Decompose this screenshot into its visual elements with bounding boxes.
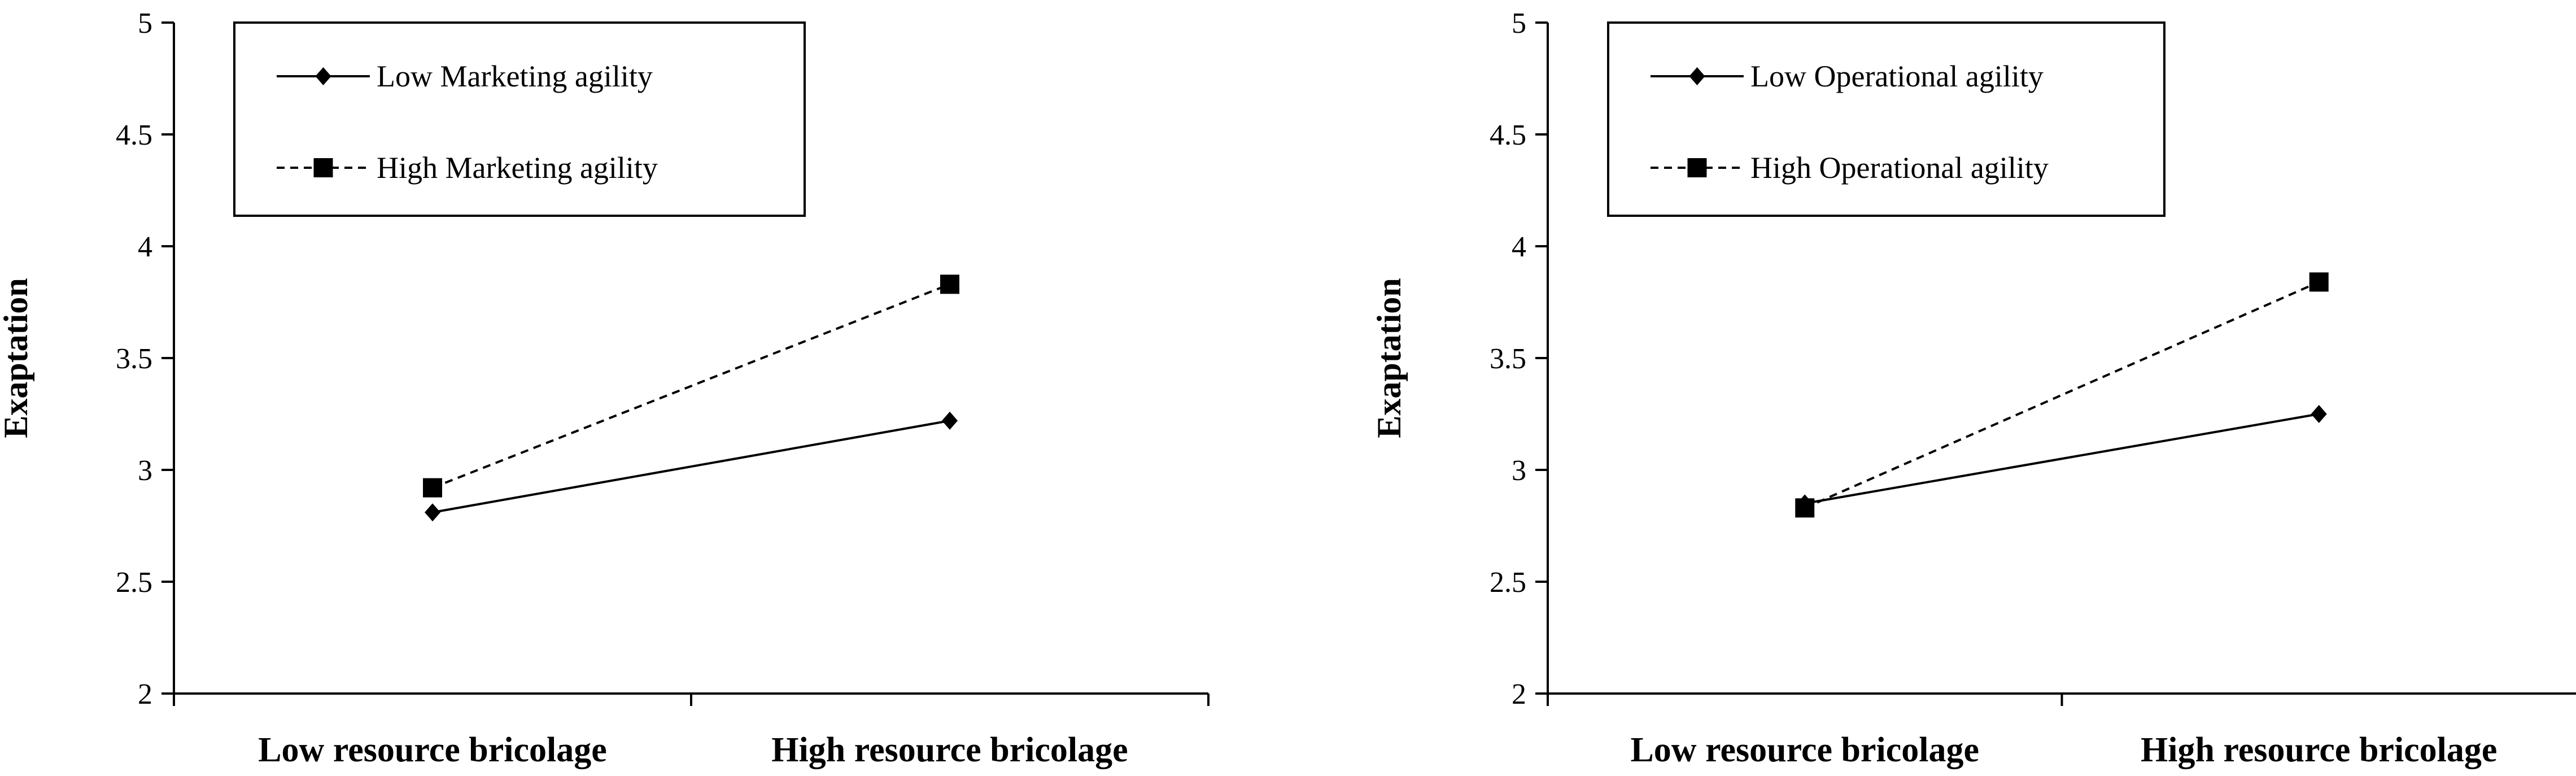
- series-line-1: [1804, 413, 2320, 505]
- y-axis-title: Exaptation: [0, 278, 34, 438]
- y-tick-label: 5: [138, 7, 152, 40]
- legend-marker: [1689, 67, 1705, 85]
- series-line-2: [432, 283, 950, 489]
- x-category-label: Low resource bricolage: [258, 731, 607, 769]
- x-category-label: High resource bricolage: [2141, 731, 2497, 769]
- x-category-label: Low resource bricolage: [1630, 731, 1979, 769]
- legend-marker: [315, 67, 331, 85]
- y-tick-label: 5: [1512, 7, 1526, 40]
- legend-marker: [1687, 158, 1707, 177]
- y-tick-label: 2: [138, 678, 152, 710]
- legend-marker: [313, 158, 333, 177]
- x-category-label: High resource bricolage: [771, 731, 1128, 769]
- y-tick-label: 3.5: [1490, 343, 1526, 375]
- series-2-point: [940, 274, 959, 294]
- series-line-1: [432, 419, 950, 514]
- chart-panel-2: 2 2.5 3 3.5 4 4.5 5 Low resource bricolage High …: [1370, 7, 2576, 769]
- series-1-point: [425, 503, 440, 522]
- legend-entry-label: Low Marketing agility: [377, 59, 653, 93]
- y-tick-label: 2.5: [1490, 566, 1526, 599]
- y-tick-label: 4.5: [1490, 119, 1526, 151]
- y-axis-title: Exaptation: [1370, 278, 1408, 438]
- series-1-point: [942, 411, 958, 430]
- series-line-2: [1804, 281, 2320, 509]
- y-tick-label: 3: [138, 455, 152, 487]
- y-tick-label: 3: [1512, 455, 1526, 487]
- y-tick-label: 4: [138, 231, 152, 263]
- y-tick-label: 3.5: [116, 343, 152, 375]
- legend-box: [233, 21, 806, 217]
- y-tick-label: 2.5: [116, 566, 152, 599]
- chart-panel-1: 2 2.5 3 3.5 4 4.5 5 Low resource bricolage High …: [0, 7, 1210, 769]
- legend-entry-label: High Marketing agility: [377, 151, 658, 185]
- legend-entry-label: High Operational agility: [1750, 151, 2049, 185]
- series-2-point: [2309, 272, 2329, 292]
- series-2-point: [423, 478, 442, 498]
- legend-entry-label: Low Operational agility: [1750, 59, 2044, 93]
- series-2-point: [1795, 498, 1815, 518]
- legend-box: [1607, 21, 2165, 217]
- y-tick-label: 4.5: [116, 119, 152, 151]
- y-tick-label: 4: [1512, 231, 1526, 263]
- y-tick-label: 2: [1512, 678, 1526, 710]
- series-1-point: [2311, 405, 2327, 423]
